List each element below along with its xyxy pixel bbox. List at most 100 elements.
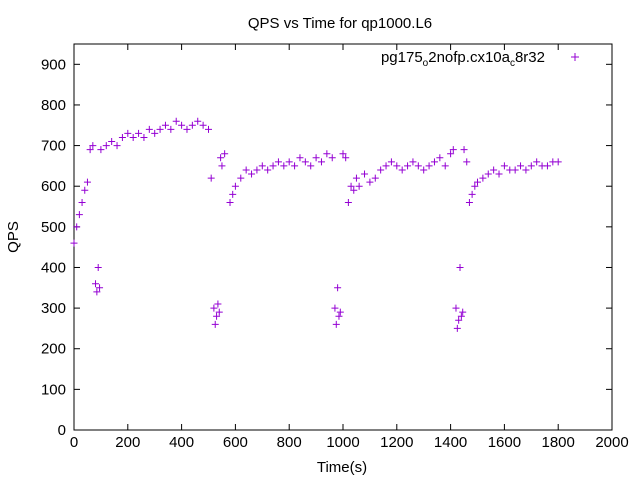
data-point	[285, 158, 293, 166]
data-point	[465, 198, 473, 206]
data-point	[217, 154, 225, 162]
legend-sub2: c	[510, 58, 515, 69]
data-point	[377, 166, 385, 174]
data-point	[471, 182, 479, 190]
legend-mid: 2nofp.cx10a	[428, 49, 510, 66]
data-point	[312, 154, 320, 162]
data-point	[350, 186, 358, 194]
data-point	[70, 239, 78, 247]
x-axis-label: Time(s)	[317, 459, 367, 476]
data-points	[70, 117, 562, 332]
x-tick-label: 1000	[326, 434, 359, 451]
data-point	[355, 182, 363, 190]
data-point	[484, 170, 492, 178]
legend-plus-marker	[571, 53, 579, 61]
data-point	[214, 300, 222, 308]
data-point	[332, 320, 340, 328]
y-tick-label: 500	[41, 219, 66, 236]
data-point	[199, 121, 207, 129]
data-point	[207, 174, 215, 182]
data-point	[490, 166, 498, 174]
data-point	[328, 154, 336, 162]
data-point	[86, 146, 94, 154]
data-point	[183, 125, 191, 133]
legend-base: pg175	[381, 49, 423, 66]
data-point	[253, 166, 261, 174]
data-point	[301, 158, 309, 166]
data-point	[210, 304, 218, 312]
data-point	[296, 154, 304, 162]
data-point	[371, 174, 379, 182]
chart-title: QPS vs Time for qp1000.L6	[248, 15, 432, 32]
data-point	[258, 162, 266, 170]
data-point	[409, 158, 417, 166]
data-point	[517, 162, 525, 170]
data-point	[280, 162, 288, 170]
data-point	[237, 174, 245, 182]
data-point	[264, 166, 272, 174]
data-point	[307, 162, 315, 170]
data-point	[474, 178, 481, 186]
data-point	[97, 146, 105, 154]
data-point	[229, 190, 237, 198]
data-point	[113, 142, 121, 150]
data-point	[533, 158, 541, 166]
data-point	[495, 170, 503, 178]
plot-border	[73, 43, 613, 431]
data-point	[457, 312, 465, 320]
data-point	[102, 142, 110, 150]
data-point	[92, 280, 100, 288]
data-point	[211, 320, 219, 328]
data-point	[453, 324, 461, 332]
data-point	[336, 308, 344, 316]
y-tick-label: 900	[41, 56, 66, 73]
data-point	[81, 186, 89, 194]
data-point	[460, 146, 468, 154]
data-point	[317, 158, 325, 166]
data-point	[430, 158, 438, 166]
x-tick-label: 400	[169, 434, 194, 451]
data-point	[221, 150, 229, 158]
y-tick-label: 700	[41, 138, 66, 155]
legend-sub1: o	[423, 58, 429, 69]
data-point	[242, 166, 250, 174]
data-point	[178, 121, 186, 129]
data-point	[73, 223, 81, 231]
y-tick-label: 600	[41, 178, 66, 195]
data-point	[522, 166, 530, 174]
data-point	[93, 288, 101, 296]
data-point	[463, 158, 471, 166]
data-point	[75, 211, 83, 219]
data-point	[452, 304, 460, 312]
data-point	[94, 263, 102, 271]
data-point	[398, 166, 406, 174]
data-point	[554, 158, 562, 166]
data-point	[215, 308, 223, 316]
x-tick-label: 800	[277, 434, 302, 451]
data-point	[78, 198, 86, 206]
x-tick-label: 200	[115, 434, 140, 451]
data-point	[331, 304, 339, 312]
y-tick-label: 300	[41, 300, 66, 317]
y-tick-label: 100	[41, 381, 66, 398]
data-point	[393, 162, 401, 170]
data-point	[323, 150, 331, 158]
data-point	[205, 125, 212, 133]
data-point	[425, 162, 433, 170]
data-point	[468, 190, 476, 198]
data-point	[366, 178, 374, 186]
data-point	[96, 284, 104, 292]
x-tick-label: 0	[70, 434, 78, 451]
data-point	[352, 174, 360, 182]
data-point	[188, 121, 196, 129]
data-point	[456, 263, 464, 271]
data-point	[414, 162, 422, 170]
data-point	[455, 316, 463, 324]
data-point	[459, 308, 467, 316]
data-point	[339, 150, 347, 158]
data-point	[344, 198, 352, 206]
x-axis-ticks: 0 200 400 600 800 1000 1200 1400 1600 1800 2000	[70, 44, 629, 451]
data-point	[361, 170, 369, 178]
data-point	[291, 162, 299, 170]
plot-area	[73, 43, 613, 431]
